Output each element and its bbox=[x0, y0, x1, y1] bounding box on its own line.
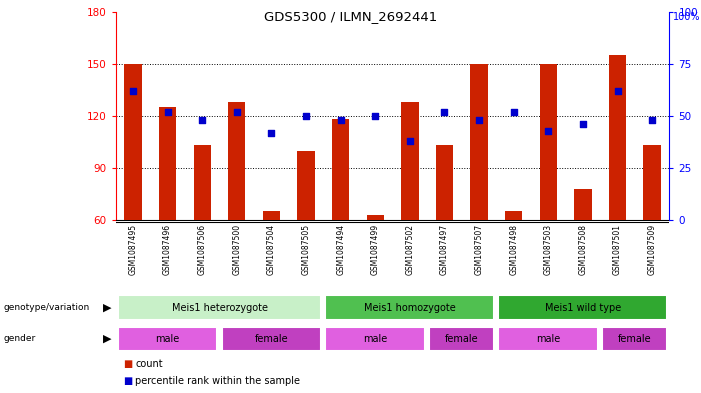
Text: GSM1087500: GSM1087500 bbox=[232, 224, 241, 275]
Text: Meis1 heterozygote: Meis1 heterozygote bbox=[172, 303, 268, 312]
Point bbox=[231, 108, 243, 115]
Text: Meis1 homozygote: Meis1 homozygote bbox=[364, 303, 456, 312]
Text: female: female bbox=[618, 334, 652, 344]
Bar bbox=[644, 145, 661, 220]
Text: gender: gender bbox=[4, 334, 36, 343]
Text: male: male bbox=[536, 334, 560, 344]
Text: male: male bbox=[363, 334, 388, 344]
Point bbox=[439, 108, 450, 115]
Bar bbox=[436, 145, 453, 220]
Text: 100%: 100% bbox=[673, 12, 700, 22]
Text: GSM1087495: GSM1087495 bbox=[128, 224, 137, 275]
Point bbox=[646, 117, 658, 123]
Point bbox=[162, 108, 173, 115]
Text: percentile rank within the sample: percentile rank within the sample bbox=[135, 376, 300, 386]
Text: GSM1087504: GSM1087504 bbox=[267, 224, 276, 275]
Text: Meis1 wild type: Meis1 wild type bbox=[545, 303, 621, 312]
Text: GSM1087509: GSM1087509 bbox=[648, 224, 657, 275]
Bar bbox=[470, 64, 488, 220]
Bar bbox=[498, 327, 598, 351]
Bar bbox=[401, 102, 418, 220]
Text: female: female bbox=[445, 334, 479, 344]
Point bbox=[301, 113, 312, 119]
Text: GSM1087503: GSM1087503 bbox=[544, 224, 553, 275]
Text: genotype/variation: genotype/variation bbox=[4, 303, 90, 312]
Bar bbox=[602, 327, 667, 351]
Bar bbox=[193, 145, 211, 220]
Text: GSM1087496: GSM1087496 bbox=[163, 224, 172, 275]
Bar bbox=[118, 295, 321, 320]
Point bbox=[128, 88, 139, 94]
Point bbox=[543, 127, 554, 134]
Text: ▶: ▶ bbox=[103, 334, 111, 344]
Bar bbox=[325, 295, 494, 320]
Text: female: female bbox=[254, 334, 288, 344]
Text: GSM1087498: GSM1087498 bbox=[509, 224, 518, 275]
Bar bbox=[540, 64, 557, 220]
Bar bbox=[228, 102, 245, 220]
Text: GSM1087508: GSM1087508 bbox=[578, 224, 587, 275]
Bar bbox=[118, 327, 217, 351]
Bar bbox=[124, 64, 142, 220]
Text: GDS5300 / ILMN_2692441: GDS5300 / ILMN_2692441 bbox=[264, 10, 437, 23]
Text: count: count bbox=[135, 359, 163, 369]
Text: GSM1087507: GSM1087507 bbox=[475, 224, 484, 275]
Point bbox=[473, 117, 484, 123]
Bar bbox=[325, 327, 425, 351]
Bar bbox=[574, 189, 592, 220]
Text: male: male bbox=[156, 334, 179, 344]
Bar bbox=[332, 119, 349, 220]
Point bbox=[266, 129, 277, 136]
Bar bbox=[367, 215, 384, 220]
Text: ■: ■ bbox=[123, 376, 132, 386]
Point bbox=[578, 121, 589, 127]
Point bbox=[335, 117, 346, 123]
Point bbox=[612, 88, 623, 94]
Text: GSM1087502: GSM1087502 bbox=[405, 224, 414, 275]
Text: GSM1087497: GSM1087497 bbox=[440, 224, 449, 275]
Point bbox=[508, 108, 519, 115]
Bar bbox=[429, 327, 494, 351]
Point bbox=[404, 138, 416, 144]
Bar bbox=[505, 211, 522, 220]
Text: GSM1087494: GSM1087494 bbox=[336, 224, 345, 275]
Bar bbox=[159, 107, 176, 220]
Text: GSM1087505: GSM1087505 bbox=[301, 224, 311, 275]
Text: ■: ■ bbox=[123, 359, 132, 369]
Text: GSM1087501: GSM1087501 bbox=[613, 224, 622, 275]
Bar bbox=[498, 295, 667, 320]
Point bbox=[369, 113, 381, 119]
Bar bbox=[609, 55, 626, 220]
Text: GSM1087506: GSM1087506 bbox=[198, 224, 207, 275]
Bar bbox=[222, 327, 321, 351]
Point bbox=[196, 117, 207, 123]
Bar bbox=[297, 151, 315, 220]
Text: GSM1087499: GSM1087499 bbox=[371, 224, 380, 275]
Bar bbox=[263, 211, 280, 220]
Text: ▶: ▶ bbox=[103, 303, 111, 312]
